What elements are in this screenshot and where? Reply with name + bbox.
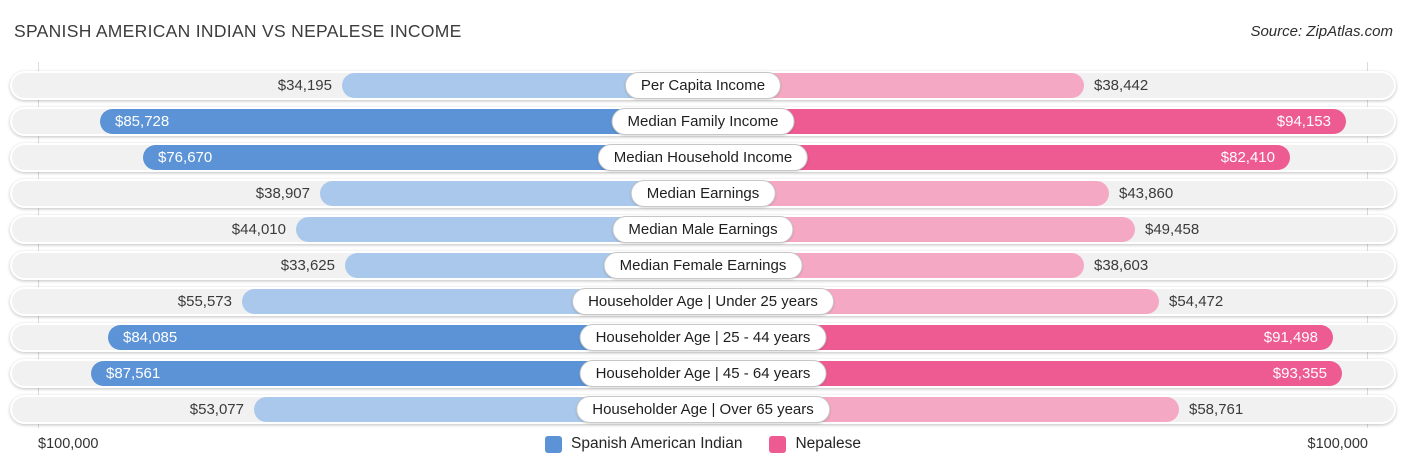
category-label: Median Male Earnings	[612, 216, 794, 243]
value-label-spanish-american-indian: $87,561	[106, 365, 161, 382]
axis-max-label-left: $100,000	[38, 436, 99, 452]
axis-gridline-left	[38, 62, 39, 428]
chart-row: $44,010 $49,458 Median Male Earnings	[10, 215, 1396, 244]
legend-label-spanish-american-indian: Spanish American Indian	[571, 435, 743, 452]
chart-row: $55,573 $54,472 Householder Age | Under …	[10, 287, 1396, 316]
value-label-nepalese: $54,472	[1169, 293, 1224, 310]
value-label-spanish-american-indian: $53,077	[189, 401, 244, 418]
value-label-nepalese: $38,603	[1094, 257, 1149, 274]
bar-nepalese	[703, 109, 1346, 134]
category-label: Median Female Earnings	[603, 252, 803, 279]
value-label-nepalese: $43,860	[1119, 185, 1174, 202]
legend-label-nepalese: Nepalese	[795, 435, 861, 452]
axis-gridline-right	[1367, 62, 1368, 428]
legend: Spanish American Indian Nepalese	[545, 435, 861, 453]
page-title: SPANISH AMERICAN INDIAN VS NEPALESE INCO…	[14, 21, 462, 41]
value-label-spanish-american-indian: $44,010	[231, 221, 286, 238]
value-label-spanish-american-indian: $76,670	[158, 149, 213, 166]
source-credit: Source: ZipAtlas.com	[1250, 23, 1393, 40]
category-label: Householder Age | Under 25 years	[572, 288, 834, 315]
value-label-spanish-american-indian: $55,573	[177, 293, 232, 310]
chart-row: $84,085 $91,498 Householder Age | 25 - 4…	[10, 323, 1396, 352]
category-label: Median Earnings	[630, 180, 776, 207]
value-label-nepalese: $58,761	[1189, 401, 1244, 418]
value-label-spanish-american-indian: $38,907	[255, 185, 310, 202]
bar-spanish-american-indian	[100, 109, 703, 134]
axis-max-label-right: $100,000	[1307, 436, 1368, 452]
chart-footer: $100,000 Spanish American Indian Nepales…	[0, 430, 1406, 458]
value-label-spanish-american-indian: $33,625	[280, 257, 335, 274]
value-label-nepalese: $49,458	[1145, 221, 1200, 238]
chart-row: $34,195 $38,442 Per Capita Income	[10, 71, 1396, 100]
legend-swatch-nepalese	[769, 435, 787, 453]
category-label: Householder Age | 45 - 64 years	[579, 360, 827, 387]
value-label-nepalese: $82,410	[1220, 149, 1275, 166]
chart-row: $87,561 $93,355 Householder Age | 45 - 6…	[10, 359, 1396, 388]
category-label: Householder Age | 25 - 44 years	[579, 324, 827, 351]
chart-row: $53,077 $58,761 Householder Age | Over 6…	[10, 395, 1396, 424]
category-label: Median Family Income	[611, 108, 795, 135]
chart-row: $85,728 $94,153 Median Family Income	[10, 107, 1396, 136]
legend-swatch-spanish-american-indian	[545, 435, 563, 453]
category-label: Median Household Income	[597, 144, 809, 171]
chart-row: $76,670 $82,410 Median Household Income	[10, 143, 1396, 172]
category-label: Per Capita Income	[624, 72, 782, 99]
value-label-spanish-american-indian: $84,085	[123, 329, 178, 346]
chart-row: $33,625 $38,603 Median Female Earnings	[10, 251, 1396, 280]
value-label-nepalese: $91,498	[1263, 329, 1318, 346]
category-label: Householder Age | Over 65 years	[576, 396, 830, 423]
value-label-nepalese: $38,442	[1094, 77, 1149, 94]
value-label-spanish-american-indian: $85,728	[115, 113, 170, 130]
value-label-nepalese: $93,355	[1272, 365, 1327, 382]
value-label-nepalese: $94,153	[1276, 113, 1331, 130]
value-label-spanish-american-indian: $34,195	[277, 77, 332, 94]
chart-row: $38,907 $43,860 Median Earnings	[10, 179, 1396, 208]
chart-rows: $34,195 $38,442 Per Capita Income $85,72…	[10, 71, 1396, 431]
